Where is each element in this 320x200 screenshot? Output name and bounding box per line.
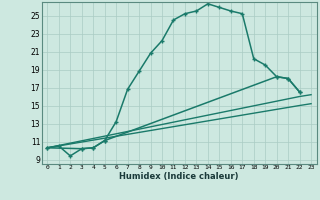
X-axis label: Humidex (Indice chaleur): Humidex (Indice chaleur): [119, 172, 239, 181]
